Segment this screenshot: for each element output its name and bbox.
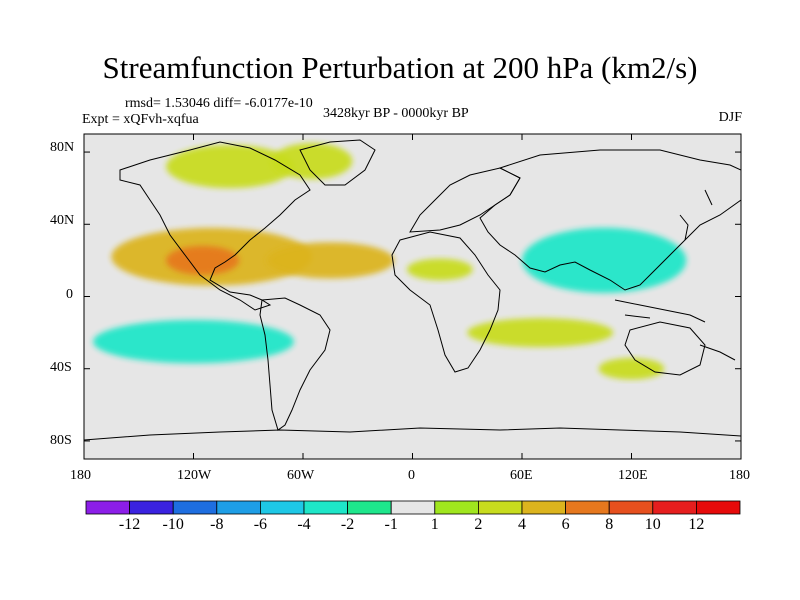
season-label: DJF — [718, 110, 742, 125]
coastlines — [84, 139, 741, 441]
colorbar-label-9: 4 — [518, 516, 526, 533]
experiment-label: Expt = xQFvh-xqfua — [82, 112, 199, 127]
anomaly-region-0 — [166, 144, 294, 189]
colorbar-box-5 — [303, 500, 348, 515]
colorbar-box-6 — [347, 500, 392, 515]
colorbar-label-12: 10 — [644, 516, 661, 533]
anomaly-region-8 — [467, 318, 614, 348]
lon-label-60w: 60W — [287, 468, 315, 483]
colorbar-box-2 — [172, 500, 218, 515]
colorbar-label-7: 1 — [430, 516, 439, 533]
colorbar-box-1 — [129, 500, 174, 515]
stats-text: rmsd= 1.53046 diff= -6.0177e-10 — [125, 96, 313, 111]
colorbar-label-10: 6 — [561, 516, 570, 533]
colorbar-box-14 — [696, 500, 741, 515]
colorbar-label-6: -1 — [384, 516, 398, 533]
axis-ticks — [83, 134, 742, 459]
lon-label-180w: 180 — [70, 468, 91, 483]
colorbar-box-10 — [521, 500, 566, 515]
anomaly-region-6 — [522, 227, 687, 293]
lon-label-120w: 120W — [177, 468, 212, 483]
anomaly-region-5 — [407, 258, 473, 281]
period-label: 3428kyr BP - 0000kyr BP — [323, 106, 469, 121]
colorbar-label-11: 8 — [605, 516, 614, 533]
lon-label-60e: 60E — [510, 468, 533, 483]
colorbar-box-4 — [259, 500, 305, 515]
colorbar-label-8: 2 — [474, 516, 483, 533]
colorbar-box-0 — [85, 500, 130, 515]
colorbar-label-3: -6 — [253, 516, 268, 533]
anomaly-region-4 — [266, 242, 395, 279]
lat-label-80s: 80S — [50, 433, 72, 448]
anomaly-region-9 — [598, 357, 665, 380]
colorbar-label-5: -2 — [340, 516, 355, 533]
lon-label-180e: 180 — [729, 468, 750, 483]
lon-label-0: 0 — [408, 468, 415, 483]
colorbar-label-0: -12 — [118, 516, 141, 533]
colorbar-box-9 — [477, 500, 523, 515]
colorbar-label-13: 12 — [688, 516, 705, 533]
chart-title: Streamfunction Perturbation at 200 hPa (… — [102, 50, 698, 85]
colorbar-label-1: -10 — [162, 516, 184, 533]
colorbar-box-7 — [390, 500, 436, 515]
anomaly-region-3 — [166, 245, 240, 275]
lat-label-80n: 80N — [50, 140, 75, 155]
lon-label-120e: 120E — [618, 468, 648, 483]
anomaly-region-1 — [271, 143, 353, 180]
lat-label-0: 0 — [66, 287, 73, 302]
colorbar-box-12 — [608, 500, 654, 515]
colorbar-box-13 — [652, 500, 697, 515]
colorbar-box-8 — [434, 500, 479, 515]
colorbar-box-3 — [216, 500, 261, 515]
colorbar — [85, 500, 741, 515]
colorbar-label-2: -8 — [210, 516, 224, 533]
colorbar-box-11 — [565, 500, 610, 515]
lat-label-40n: 40N — [50, 213, 75, 228]
lat-label-40s: 40S — [50, 360, 72, 375]
anomaly-region-7 — [93, 319, 294, 364]
colorbar-label-4: -4 — [297, 516, 311, 533]
map-background — [84, 134, 741, 459]
